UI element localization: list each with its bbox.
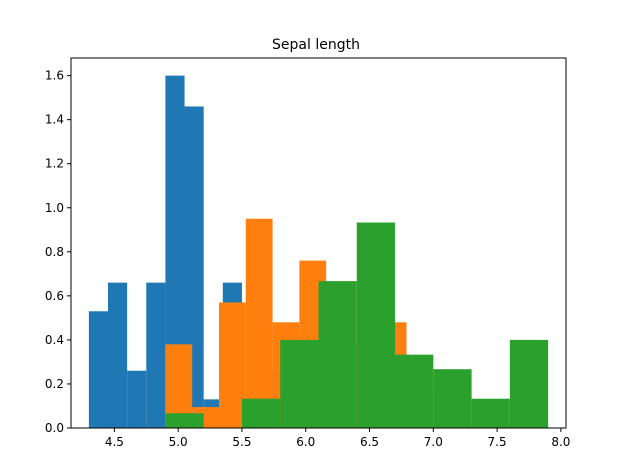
bar-series-1-bin-5 xyxy=(165,75,185,429)
x-tick-label: 8.0 xyxy=(551,435,570,449)
y-tick-label: 1.0 xyxy=(45,201,64,215)
bar-series-1-bin-4 xyxy=(146,282,166,428)
y-tick-label: 1.2 xyxy=(45,157,64,171)
bar-series-3-bin-4 xyxy=(280,339,319,428)
y-tick-label: 0.0 xyxy=(45,421,64,435)
bar-series-1-bin-2 xyxy=(108,282,128,428)
bar-series-3-bin-3 xyxy=(241,398,281,428)
series-3 xyxy=(165,222,549,428)
bar-series-2-bin-4 xyxy=(245,218,273,428)
bar-series-3-bin-10 xyxy=(509,339,549,428)
x-tick-label: 6.5 xyxy=(360,435,379,449)
y-axis: 0.0 0.2 0.4 0.6 0.8 1.0 1.2 1.4 1.6 xyxy=(45,69,71,435)
y-tick-label: 1.6 xyxy=(45,69,64,83)
bar-series-3-bin-1 xyxy=(165,413,204,428)
x-axis: 4.5 5.0 5.5 6.0 6.5 7.0 7.5 8.0 xyxy=(105,428,570,449)
x-tick-label: 7.0 xyxy=(424,435,443,449)
y-tick-label: 0.6 xyxy=(45,289,64,303)
chart-title: Sepal length xyxy=(272,37,360,53)
bar-series-1-bin-1 xyxy=(88,311,108,428)
bar-series-3-bin-8 xyxy=(433,369,472,428)
bars-layer xyxy=(88,75,549,429)
x-tick-label: 7.5 xyxy=(488,435,507,449)
x-tick-label: 6.0 xyxy=(296,435,315,449)
bar-series-3-bin-5 xyxy=(318,281,357,428)
bar-series-3-bin-9 xyxy=(471,398,510,428)
x-tick-label: 4.5 xyxy=(105,435,124,449)
y-tick-label: 0.2 xyxy=(45,377,64,391)
y-tick-label: 0.8 xyxy=(45,245,64,259)
plot-frame xyxy=(70,57,567,429)
y-tick-label: 1.4 xyxy=(45,113,64,127)
bar-series-3-bin-7 xyxy=(395,354,434,428)
bar-series-2-bin-3 xyxy=(218,302,246,428)
x-tick-label: 5.5 xyxy=(232,435,251,449)
bar-series-3-bin-6 xyxy=(356,222,396,428)
y-tick-label: 0.4 xyxy=(45,333,64,347)
bar-series-1-bin-3 xyxy=(127,370,147,428)
x-tick-label: 5.0 xyxy=(169,435,188,449)
